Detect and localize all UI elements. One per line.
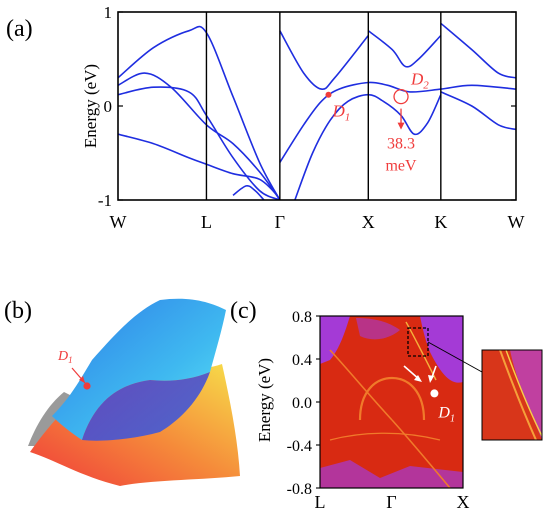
upper-band-surface [52, 298, 226, 440]
a-xtick-label: K [434, 212, 447, 232]
panel-a-ylabel: Energy (eV) [81, 64, 100, 148]
zoom-box [407, 327, 429, 357]
a-xtick-label: W [110, 212, 127, 232]
panel-a: (a) Energy (eV) -1 0 1 W L Γ X K W D1 D2 38.3 meV [6, 3, 525, 232]
band-line [294, 93, 442, 200]
c-ytick-label: 0.4 [292, 352, 312, 369]
a-ytick-label: 1 [104, 3, 113, 22]
a-ytick-label: 0 [104, 97, 113, 116]
band-line [440, 91, 516, 131]
band-line [118, 25, 281, 200]
spectral-bright-band [329, 432, 441, 441]
panel-c-frame [319, 315, 464, 489]
a-xtick-label: X [362, 212, 375, 232]
d1-point [83, 382, 91, 390]
spectral-map [320, 316, 463, 488]
panel-a-annotations: D1 D2 38.3 meV [325, 70, 429, 175]
zoom-inset-bright-line-a [499, 349, 537, 441]
d1-marker [430, 389, 439, 398]
a-d1-label: D1 [331, 102, 350, 124]
d1-dot [325, 91, 332, 98]
spectral-gap-patch-bottom [320, 460, 463, 488]
c-xtick-label: X [457, 492, 470, 510]
panel-c-yticks: -0.8 -0.4 0.0 0.4 0.8 [287, 309, 320, 498]
c-ytick-label: 0.0 [292, 395, 312, 412]
panel-c-ylabel: Energy (eV) [255, 358, 274, 442]
pointer-arrowhead-1 [414, 375, 422, 382]
band-intersection [82, 372, 210, 441]
band-line [118, 72, 281, 200]
panel-c: (c) Energy (eV) -0.8 -0.4 0.0 0.4 0.8 L Γ X [230, 298, 543, 510]
spectral-gap-region-left [320, 316, 350, 364]
spectral-bright-line [405, 321, 437, 381]
band-line [440, 22, 516, 79]
band-line [118, 86, 281, 200]
a-xtick-label: W [508, 212, 525, 232]
a-ytick-label: -1 [98, 191, 112, 210]
band-line [232, 184, 265, 200]
c-ytick-label: 0.8 [292, 309, 312, 326]
panel-a-frame [117, 11, 517, 201]
panel-b: (b) D1 [4, 298, 240, 486]
gap-label: 38.3 [387, 136, 415, 153]
c-ytick-label: -0.4 [287, 438, 312, 455]
spectral-gap-patch-upper-left [356, 318, 400, 340]
band-line [367, 30, 442, 68]
panel-a-bands [118, 22, 516, 200]
a-xtick-label: Γ [275, 212, 285, 232]
c-ytick-label: -0.8 [287, 481, 312, 498]
pointer-arrowhead-2 [428, 375, 434, 383]
a-d2-label: D2 [410, 70, 429, 92]
spectral-bright-arc [358, 376, 426, 421]
d2-circle [393, 88, 409, 105]
panel-a-label: (a) [6, 16, 33, 42]
zoom-connector [427, 341, 483, 373]
zoom-inset-bright-line-b [505, 349, 543, 437]
spectral-bright-curve-right [391, 419, 451, 488]
spectral-bright-curve-left [329, 349, 393, 421]
zoom-inset [481, 349, 543, 441]
panel-b-d1-label: D1 [57, 349, 73, 365]
panel-b-label: (b) [4, 298, 32, 324]
a-xtick-label: L [201, 212, 212, 232]
panel-c-label: (c) [230, 298, 257, 324]
d2-arrowhead [397, 122, 405, 130]
gap-label: meV [385, 158, 417, 175]
band-line [279, 30, 369, 91]
c-xtick-label: L [315, 492, 326, 510]
c-xtick-label: Γ [386, 492, 396, 510]
panel-a-symmetry-lines [205, 12, 442, 200]
panel-c-d1-label: D1 [437, 404, 455, 424]
zoom-inset-frame [481, 349, 543, 441]
band-line [279, 81, 516, 163]
d1-arrowhead [79, 376, 85, 383]
panel-a-yticks: -1 0 1 [98, 3, 516, 210]
